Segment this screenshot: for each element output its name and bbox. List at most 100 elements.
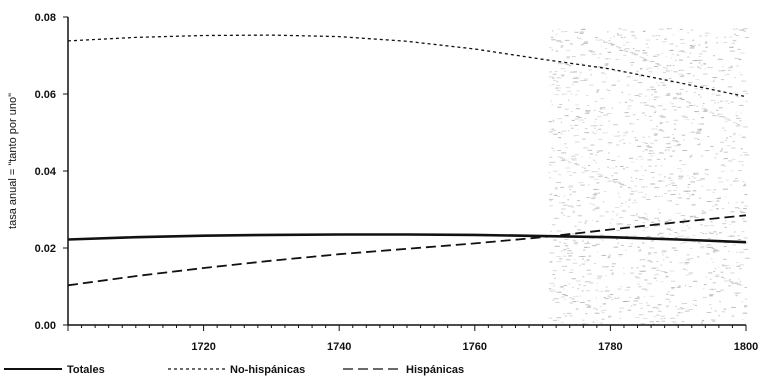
noise-speck (697, 66, 699, 68)
noise-speck (739, 210, 743, 212)
noise-speck (638, 250, 641, 252)
noise-speck (700, 123, 705, 125)
noise-speck (601, 312, 605, 314)
noise-speck (565, 159, 568, 161)
noise-speck (607, 166, 609, 168)
noise-speck (716, 291, 721, 293)
axis-ticks: 1720 1740 1760 1780 1800 0.00 0.02 0.04 0.06 0.08 (35, 12, 759, 353)
noise-speck (664, 193, 667, 194)
noise-speck (661, 195, 663, 197)
x-tick-label: 1800 (734, 341, 758, 353)
noise-speck (707, 135, 710, 137)
noise-speck (617, 155, 620, 157)
x-tick-label: 1780 (598, 341, 622, 353)
noise-speck (635, 190, 637, 192)
noise-speck (639, 179, 643, 180)
noise-speck (555, 188, 558, 190)
noise-speck (742, 312, 748, 314)
noise-speck (584, 112, 590, 114)
noise-speck (621, 210, 626, 212)
noise-speck (705, 32, 710, 34)
noise-speck (654, 134, 657, 136)
noise-speck (617, 34, 623, 36)
noise-speck (622, 168, 625, 170)
noise-speck (563, 313, 565, 315)
noise-speck (739, 74, 744, 76)
noise-speck (715, 94, 721, 96)
noise-speck (654, 96, 658, 98)
noise-speck (580, 54, 586, 56)
noise-speck (660, 315, 665, 317)
noise-speck (616, 213, 619, 215)
noise-speck (642, 150, 644, 152)
noise-speck (743, 211, 745, 213)
noise-speck (671, 287, 675, 289)
noise-speck (556, 77, 561, 79)
noise-speck (557, 319, 559, 321)
noise-speck (706, 189, 711, 191)
noise-speck (672, 65, 675, 66)
noise-speck (658, 310, 662, 312)
noise-speck (646, 54, 649, 56)
noise-speck (565, 87, 571, 89)
noise-speck (711, 93, 715, 95)
noise-speck (741, 201, 744, 203)
y-tick-label: 0.00 (35, 320, 56, 332)
noise-speck (731, 282, 736, 284)
noise-speck (573, 241, 576, 243)
noise-speck (549, 85, 551, 87)
noise-speck (733, 134, 735, 136)
noise-speck (717, 177, 722, 179)
noise-speck (629, 123, 632, 125)
noise-speck (609, 37, 612, 39)
noise-speck (645, 143, 648, 144)
noise-speck (617, 242, 619, 244)
noise-speck (735, 207, 739, 209)
noise-speck (638, 156, 643, 158)
noise-speck (635, 202, 638, 204)
noise-speck (724, 121, 728, 122)
noise-speck (592, 321, 595, 323)
noise-speck (654, 273, 659, 275)
noise-speck (682, 303, 684, 305)
noise-speck (581, 290, 584, 292)
noise-speck (670, 81, 673, 83)
noise-speck (563, 242, 567, 244)
noise-speck (574, 118, 579, 120)
noise-speck (552, 77, 555, 79)
noise-speck (669, 261, 673, 263)
noise-speck (607, 51, 612, 53)
noise-speck (647, 47, 649, 49)
noise-speck (590, 125, 595, 127)
noise-speck (593, 125, 598, 127)
noise-speck (730, 211, 735, 213)
noise-speck (709, 294, 714, 295)
noise-speck (656, 125, 658, 127)
noise-speck (689, 66, 694, 68)
noise-speck (689, 156, 692, 157)
noise-speck (694, 137, 698, 139)
noise-speck (622, 142, 626, 144)
noise-speck (690, 131, 696, 133)
noise-speck (598, 168, 600, 170)
noise-speck (567, 199, 569, 201)
noise-speck (563, 195, 565, 197)
noise-speck (613, 135, 619, 137)
noise-speck (629, 62, 631, 64)
noise-speck (594, 192, 598, 194)
noise-speck (691, 122, 693, 124)
noise-speck (684, 230, 686, 232)
noise-speck (584, 243, 590, 245)
noise-speck (611, 299, 614, 301)
noise-speck (628, 157, 634, 159)
noise-speck (617, 288, 622, 290)
noise-speck (602, 266, 607, 268)
noise-speck (594, 100, 597, 102)
noise-speck (614, 297, 617, 299)
noise-speck (687, 73, 691, 75)
noise-speck (569, 302, 573, 304)
noise-speck (699, 128, 702, 130)
noise-speck (569, 194, 572, 196)
noise-speck (568, 186, 573, 188)
noise-speck (556, 182, 561, 183)
